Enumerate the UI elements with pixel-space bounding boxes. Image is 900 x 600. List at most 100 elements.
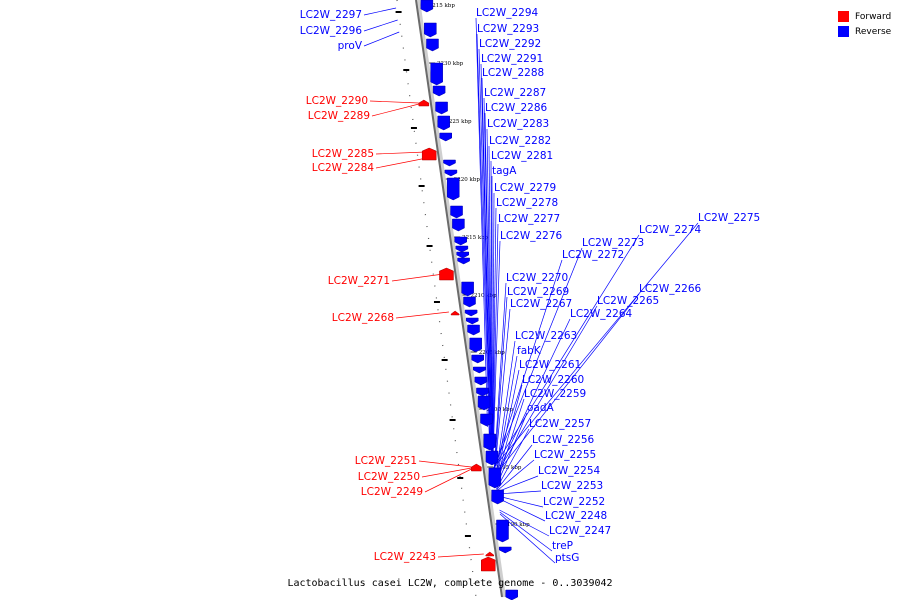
forward-gene xyxy=(418,99,430,107)
reverse-gene xyxy=(480,413,493,427)
forward-gene xyxy=(421,147,437,161)
reverse-gene xyxy=(467,324,480,336)
reverse-gene xyxy=(476,387,489,397)
gene-label-forward: LC2W_2290 xyxy=(306,95,368,107)
gene-label-reverse: LC2W_2297 xyxy=(300,9,362,21)
reverse-gene xyxy=(452,218,465,232)
gene-label-reverse: LC2W_2266 xyxy=(639,283,702,295)
gene-connector-line xyxy=(421,467,472,478)
gene-connector-line xyxy=(395,311,449,319)
gene-label-reverse: LC2W_2260 xyxy=(522,374,584,386)
gene-label-reverse: LC2W_2255 xyxy=(534,449,596,461)
gene-label-reverse: LC2W_2259 xyxy=(524,388,586,400)
reverse-gene xyxy=(430,62,443,86)
reverse-gene xyxy=(454,236,467,246)
reverse-gene xyxy=(420,0,434,13)
gene-label-forward: LC2W_2285 xyxy=(312,148,374,160)
reverse-gene xyxy=(463,296,476,308)
gene-connector-line xyxy=(363,7,397,16)
gene-connector-line xyxy=(494,305,598,478)
gene-label-reverse: LC2W_2294 xyxy=(476,7,539,19)
gene-connector-line xyxy=(499,513,556,564)
gene-label-reverse: LC2W_2252 xyxy=(543,496,605,508)
reverse-gene xyxy=(465,317,479,325)
gene-label-reverse: LC2W_2261 xyxy=(519,359,581,371)
gene-label-reverse: LC2W_2275 xyxy=(698,212,760,224)
gene-label-reverse: LC2W_2282 xyxy=(489,135,551,147)
gene-label-forward: LC2W_2243 xyxy=(374,551,436,563)
reverse-gene xyxy=(474,376,488,386)
gene-label-reverse: LC2W_2292 xyxy=(479,38,541,50)
gene-connector-line xyxy=(375,151,426,155)
gene-connector-line xyxy=(369,100,419,104)
gene-connector-line xyxy=(492,240,501,465)
reverse-gene xyxy=(473,366,486,374)
gene-connector-line xyxy=(363,19,398,32)
gene-connector-line xyxy=(495,355,518,483)
gene-connector-line xyxy=(493,222,699,469)
reverse-gene xyxy=(444,169,458,177)
gene-connector-line xyxy=(494,340,516,481)
gene-label-reverse: LC2W_2247 xyxy=(549,525,611,537)
gene-label-reverse: LC2W_2279 xyxy=(494,182,556,194)
gene-label-reverse: LC2W_2278 xyxy=(496,197,558,209)
gene-label-reverse: fabK xyxy=(517,345,542,357)
gene-connector-line xyxy=(496,459,535,492)
gene-connector-line xyxy=(391,273,444,282)
gene-label-reverse: LC2W_2267 xyxy=(510,298,572,310)
forward-gene xyxy=(485,551,495,557)
reverse-gene xyxy=(456,251,469,259)
gene-connector-line xyxy=(494,293,640,477)
gene-connector-line xyxy=(363,31,400,47)
map-caption: Lactobacillus casei LC2W, complete genom… xyxy=(287,578,613,589)
gene-label-forward: LC2W_2271 xyxy=(328,275,390,287)
gene-connector-line xyxy=(496,428,530,490)
forward-gene xyxy=(480,556,496,572)
reverse-gene xyxy=(435,101,448,115)
gene-label-forward: LC2W_2284 xyxy=(312,162,375,174)
legend-forward: Forward xyxy=(838,9,891,24)
gene-connector-line xyxy=(499,511,553,552)
gene-label-reverse: LC2W_2273 xyxy=(582,237,644,249)
gene-connector-line xyxy=(499,509,550,537)
gene-label-reverse: LC2W_2293 xyxy=(477,23,539,35)
forward-gene xyxy=(471,463,482,472)
gene-connector-line xyxy=(497,490,542,495)
forward-swatch xyxy=(838,11,849,22)
gene-connector-line xyxy=(492,192,495,463)
reverse-gene xyxy=(496,519,509,543)
gene-label-reverse: oadA xyxy=(527,402,555,414)
gene-connector-line xyxy=(418,460,472,468)
reverse-gene xyxy=(477,395,491,411)
gene-label-reverse: LC2W_2277 xyxy=(498,213,560,225)
kbp-tick-label: 2215 kbp xyxy=(462,235,489,241)
gene-connector-line xyxy=(492,207,497,463)
reverse-gene xyxy=(432,85,446,97)
gene-label-forward: LC2W_2250 xyxy=(358,471,420,483)
gene-label-reverse: LC2W_2270 xyxy=(506,272,568,284)
gene-label-reverse: tagA xyxy=(492,165,517,177)
gene-connector-line xyxy=(497,495,544,508)
gene-label-reverse: LC2W_2291 xyxy=(481,53,543,65)
reverse-gene xyxy=(461,281,474,297)
reverse-gene xyxy=(491,489,504,505)
gene-label-reverse: LC2W_2296 xyxy=(300,25,363,37)
gene-connector-line xyxy=(497,497,546,522)
gene-label-reverse: LC2W_2257 xyxy=(529,418,591,430)
gene-label-reverse: LC2W_2276 xyxy=(500,230,563,242)
kbp-tick-label: 2230 kbp xyxy=(437,61,464,67)
gene-label-reverse: ptsG xyxy=(555,552,579,564)
gene-connector-line xyxy=(494,308,511,476)
gene-label-reverse: treP xyxy=(552,540,573,552)
gene-label-reverse: LC2W_2283 xyxy=(487,118,549,130)
gene-connector-line xyxy=(495,412,528,488)
kbp-tick-label: 2225 kbp xyxy=(445,119,472,125)
reverse-gene xyxy=(485,450,499,466)
legend: Forward Reverse xyxy=(838,9,891,39)
reverse-gene xyxy=(424,22,437,38)
reverse-gene xyxy=(483,433,496,451)
gene-label-reverse: LC2W_2274 xyxy=(639,224,702,236)
kbp-tick-label: 2220 kbp xyxy=(454,177,481,183)
reverse-gene xyxy=(450,205,463,219)
